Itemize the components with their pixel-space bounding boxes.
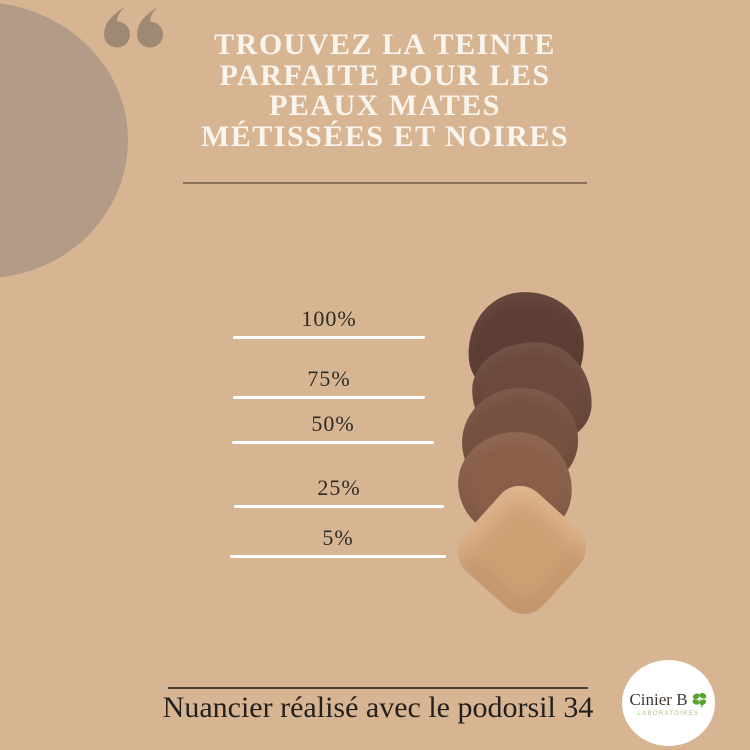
quote-icon — [101, 3, 167, 52]
title-line-4: MÉTISSÉES ET NOIRES — [200, 119, 570, 153]
scale-line — [232, 441, 434, 444]
title-line-1: TROUVEZ LA TEINTE — [214, 28, 556, 61]
percent-label: 50% — [311, 411, 355, 436]
footer-divider — [168, 687, 588, 689]
scale-line — [233, 396, 425, 399]
scale-row-100: 100% — [233, 302, 425, 339]
percent-label: 5% — [322, 525, 354, 550]
brand-subtitle: LABORATOIRES — [637, 710, 700, 717]
title-line-2: PARFAITE POUR LES — [219, 58, 551, 92]
scale-line — [230, 555, 446, 558]
brand-name: Cinier B — [629, 689, 688, 709]
percent-label: 75% — [307, 366, 351, 391]
percent-label: 100% — [301, 306, 357, 331]
page-title: TROUVEZ LA TEINTE PARFAITE POUR LES PEAU… — [115, 28, 655, 153]
scale-row-25: 25% — [234, 471, 444, 508]
brand-logo: Cinier B LABORATOIRES — [622, 660, 715, 746]
percent-label: 25% — [317, 475, 361, 500]
scale-line — [234, 505, 444, 508]
title-line-3: PEAUX MATES — [269, 89, 501, 122]
title-divider — [183, 182, 587, 184]
scale-row-75: 75% — [233, 362, 425, 399]
scale-row-5: 5% — [230, 521, 446, 558]
footer-caption: Nuancier réalisé avec le podorsil 34 — [162, 691, 594, 724]
scale-line — [233, 336, 425, 339]
scale-row-50: 50% — [232, 407, 434, 444]
clover-leaf-icon — [691, 691, 708, 708]
